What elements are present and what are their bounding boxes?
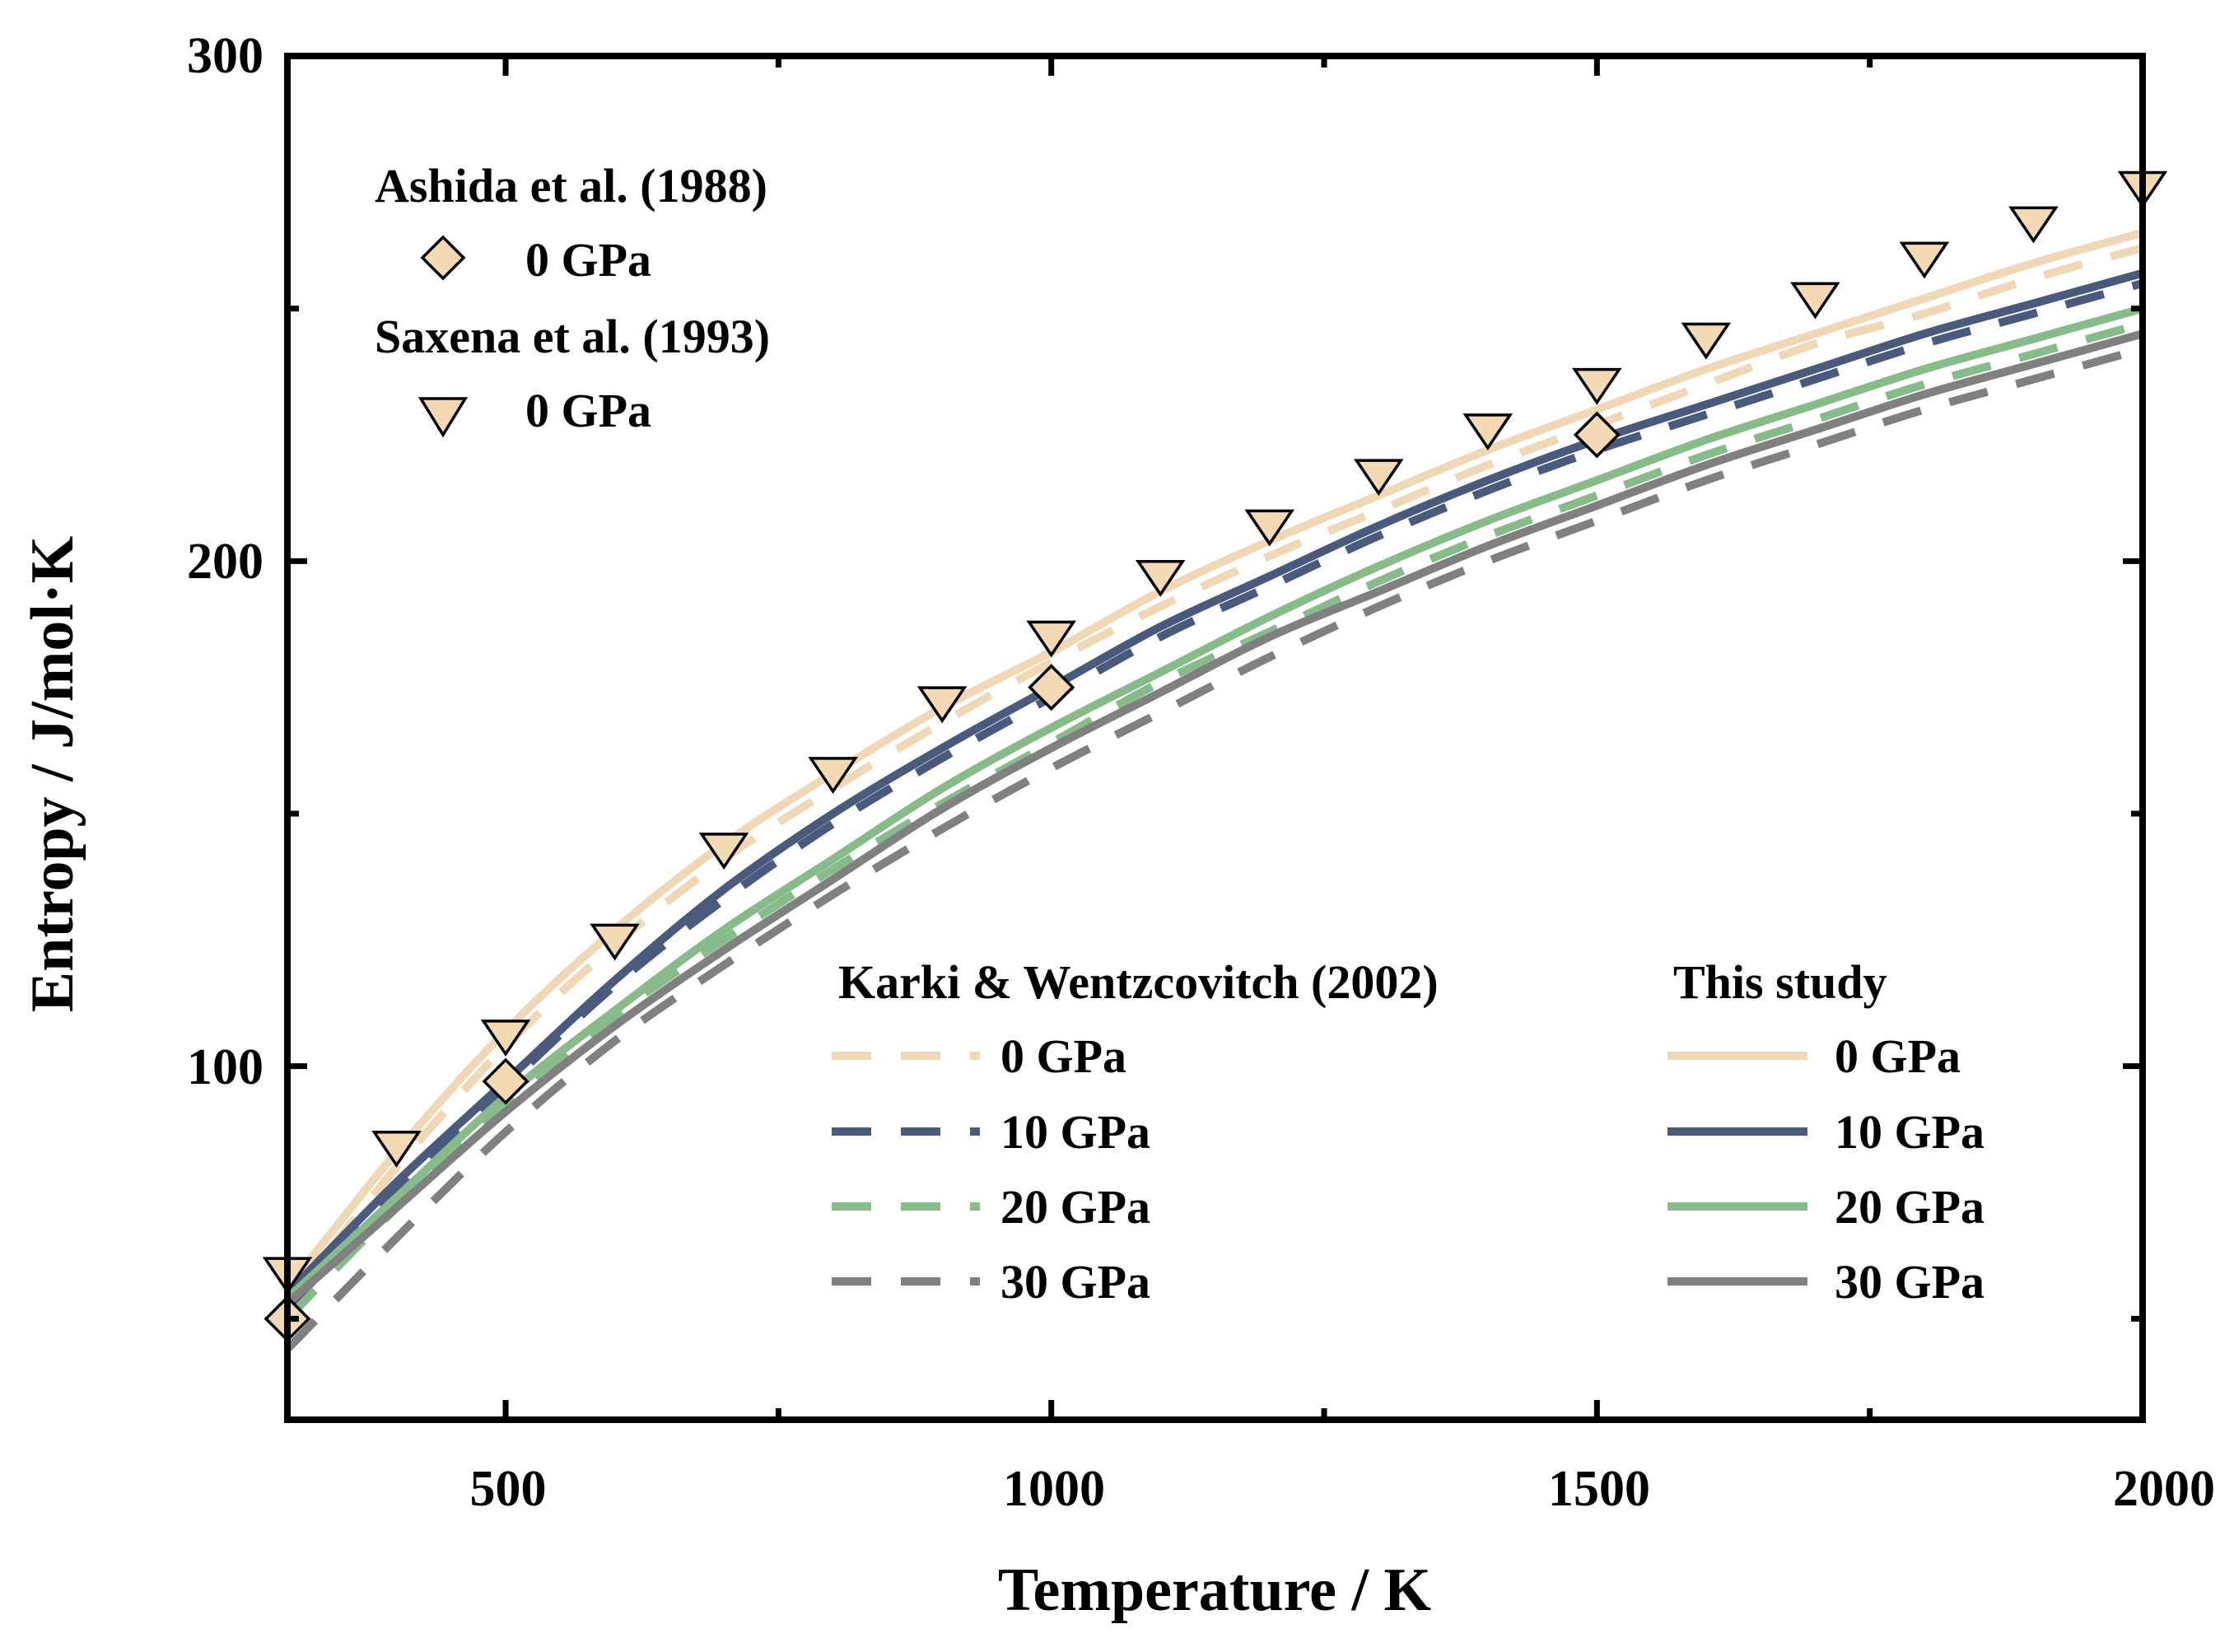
- plot-frame: [284, 53, 2146, 1423]
- saxena-triangle-point: [1790, 282, 1840, 320]
- saxena-triangle-point: [480, 1020, 531, 1057]
- ashida-diamond-point: [1028, 664, 1075, 712]
- marker-layer: [262, 170, 2168, 1342]
- x-tick-label: 1000: [1003, 1461, 1105, 1517]
- saxena-triangle-point: [1135, 559, 1186, 597]
- series-line-karki-wentzcovitch-2002-0-gpa: [287, 244, 2143, 1307]
- x-tick-label: 2000: [2113, 1461, 2215, 1517]
- series-line-this-study-30-gpa: [287, 329, 2143, 1307]
- y-tick-label: 100: [187, 1039, 264, 1095]
- legend-models: Karki & Wentzcovitch (2002) This study 0…: [832, 955, 1984, 1309]
- x-tick-labels: 500 1000 1500 2000: [470, 1461, 2216, 1517]
- legend-karki-label-20: 20 GPa: [1000, 1180, 1150, 1234]
- x-tick-label: 500: [470, 1461, 547, 1517]
- x-tick-label: 1500: [1548, 1461, 1650, 1517]
- legend-saxena-label: 0 GPa: [525, 384, 651, 437]
- y-axis-title: Entropy / J/mol·K: [19, 536, 86, 1012]
- saxena-triangle-point: [916, 686, 968, 724]
- series-line-this-study-20-gpa: [287, 304, 2143, 1302]
- legend-karki-label-0: 0 GPa: [1000, 1029, 1126, 1083]
- saxena-triangle-point: [1026, 620, 1076, 658]
- triangle-marker-icon: [417, 397, 469, 438]
- saxena-triangle-point: [1899, 241, 1950, 279]
- saxena-triangle-point: [2008, 206, 2059, 244]
- legend-study-title: This study: [1673, 955, 1887, 1009]
- saxena-triangle-point: [1354, 459, 1404, 497]
- legend-study-label-10: 10 GPa: [1835, 1105, 1984, 1159]
- saxena-triangle-point: [698, 833, 749, 870]
- y-tick-label: 200: [187, 534, 264, 590]
- saxena-triangle-point: [1572, 367, 1622, 405]
- saxena-triangle-point: [1462, 413, 1513, 450]
- saxena-triangle-point: [808, 757, 858, 795]
- saxena-triangle-point: [590, 923, 640, 961]
- legend-karki-title: Karki & Wentzcovitch (2002): [838, 955, 1439, 1009]
- legend-study-label-30: 30 GPa: [1835, 1255, 1984, 1309]
- legend-study-label-0: 0 GPa: [1835, 1029, 1961, 1083]
- saxena-triangle-point: [371, 1131, 422, 1168]
- legend-experimental: Ashida et al. (1988) 0 GPa Saxena et al.…: [375, 159, 770, 438]
- saxena-triangle-point: [1244, 509, 1295, 547]
- legend-karki-label-10: 10 GPa: [1000, 1105, 1150, 1159]
- ashida-diamond-point: [482, 1057, 529, 1105]
- series-layer: [287, 228, 2143, 1352]
- legend-karki-label-30: 30 GPa: [1000, 1255, 1150, 1309]
- y-tick-label: 300: [187, 28, 264, 84]
- diamond-marker-icon: [420, 235, 466, 281]
- legend-ashida-title: Ashida et al. (1988): [375, 159, 767, 212]
- legend-ashida-label: 0 GPa: [525, 233, 651, 287]
- y-tick-labels: 100 200 300: [187, 28, 264, 1095]
- legend-study-label-20: 20 GPa: [1835, 1180, 1984, 1234]
- saxena-triangle-point: [1681, 322, 1732, 360]
- tick-layer: [287, 53, 2146, 1420]
- series-line-karki-wentzcovitch-2002-10-gpa: [287, 279, 2143, 1312]
- series-line-this-study-10-gpa: [287, 268, 2143, 1297]
- ashida-diamond-point: [1573, 411, 1621, 459]
- legend-saxena-title: Saxena et al. (1993): [375, 310, 770, 363]
- x-axis-title: Temperature / K: [998, 1556, 1431, 1624]
